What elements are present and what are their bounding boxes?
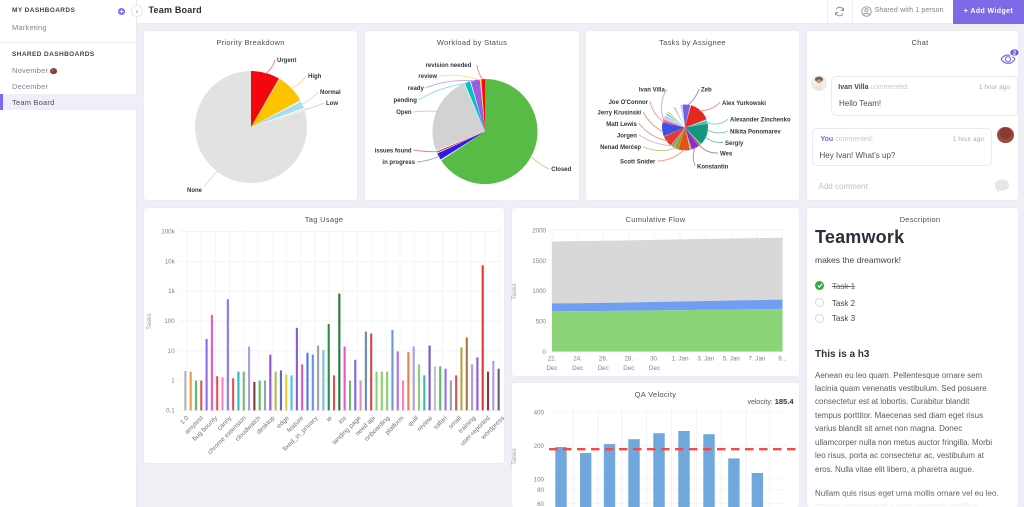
svg-text:7. Jan: 7. Jan (748, 356, 765, 363)
svg-text:10: 10 (168, 348, 175, 355)
svg-text:60: 60 (537, 501, 544, 507)
svg-text:ready: ready (408, 86, 425, 92)
svg-text:Joe O'Connor: Joe O'Connor (609, 100, 649, 106)
svg-text:Open: Open (396, 110, 412, 116)
svg-text:Sergiy: Sergiy (725, 141, 744, 147)
svg-text:0.1: 0.1 (166, 407, 175, 414)
svg-text:Zeb: Zeb (701, 88, 712, 94)
svg-text:80: 80 (537, 487, 544, 494)
svg-text:Jerry Krusinski: Jerry Krusinski (597, 111, 641, 117)
svg-text:2: 2 (1013, 51, 1016, 57)
svg-text:review: review (418, 74, 437, 80)
svg-text:100k: 100k (161, 229, 175, 236)
svg-text:Dec: Dec (623, 365, 634, 372)
svg-text:1000: 1000 (532, 288, 546, 295)
svg-text:10k: 10k (165, 258, 176, 265)
svg-text:Urgent: Urgent (277, 58, 296, 64)
svg-text:3. Jan: 3. Jan (697, 356, 714, 363)
svg-text:ie: ie (325, 415, 334, 424)
svg-text:Low: Low (326, 101, 338, 107)
svg-text:Matt Lewis: Matt Lewis (606, 122, 637, 128)
svg-text:safari: safari (433, 415, 449, 431)
svg-text:revision needed: revision needed (426, 63, 472, 69)
svg-text:Wes: Wes (720, 152, 733, 158)
svg-text:1: 1 (171, 378, 175, 385)
svg-text:None: None (187, 188, 203, 194)
svg-text:1k: 1k (168, 288, 175, 295)
svg-text:0: 0 (543, 349, 547, 356)
svg-text:pending: pending (394, 98, 418, 104)
svg-text:Konstantin: Konstantin (697, 164, 729, 170)
svg-text:Dec: Dec (649, 365, 660, 372)
svg-text:Dec: Dec (572, 365, 583, 372)
svg-text:Jorgen: Jorgen (617, 133, 637, 139)
svg-text:Dec: Dec (598, 365, 609, 372)
svg-text:issues found: issues found (375, 149, 412, 155)
svg-text:500: 500 (536, 319, 547, 326)
svg-text:Nenad Merćep: Nenad Merćep (600, 145, 641, 151)
svg-text:Normal: Normal (320, 90, 341, 96)
svg-text:Nikita Ponomarev: Nikita Ponomarev (730, 130, 781, 136)
svg-text:28.: 28. (624, 356, 633, 363)
svg-text:400: 400 (534, 410, 545, 417)
svg-text:9...: 9... (778, 356, 787, 363)
svg-text:Dec: Dec (546, 365, 557, 372)
svg-text:High: High (308, 74, 322, 80)
svg-text:100: 100 (164, 318, 175, 325)
svg-text:Scott Snider: Scott Snider (620, 160, 656, 166)
svg-text:1.0: 1.0 (179, 415, 191, 427)
svg-text:200: 200 (534, 443, 545, 450)
svg-text:review: review (416, 415, 434, 433)
svg-text:30.: 30. (650, 356, 659, 363)
svg-text:1500: 1500 (532, 258, 546, 265)
svg-text:100: 100 (534, 476, 545, 483)
svg-text:26.: 26. (599, 356, 608, 363)
svg-text:24.: 24. (573, 356, 582, 363)
svg-text:2000: 2000 (532, 227, 546, 234)
svg-text:Ivan Villa: Ivan Villa (639, 88, 666, 94)
svg-text:Alexander Zinchenko: Alexander Zinchenko (730, 118, 791, 124)
svg-text:Closed: Closed (551, 167, 571, 173)
svg-text:ios: ios (337, 414, 348, 425)
svg-text:5. Jan: 5. Jan (723, 356, 740, 363)
svg-text:22.: 22. (548, 356, 557, 363)
svg-text:in progress: in progress (382, 160, 415, 166)
svg-text:Alex Yurkowski: Alex Yurkowski (722, 101, 766, 107)
svg-text:1. Jan: 1. Jan (672, 356, 689, 363)
